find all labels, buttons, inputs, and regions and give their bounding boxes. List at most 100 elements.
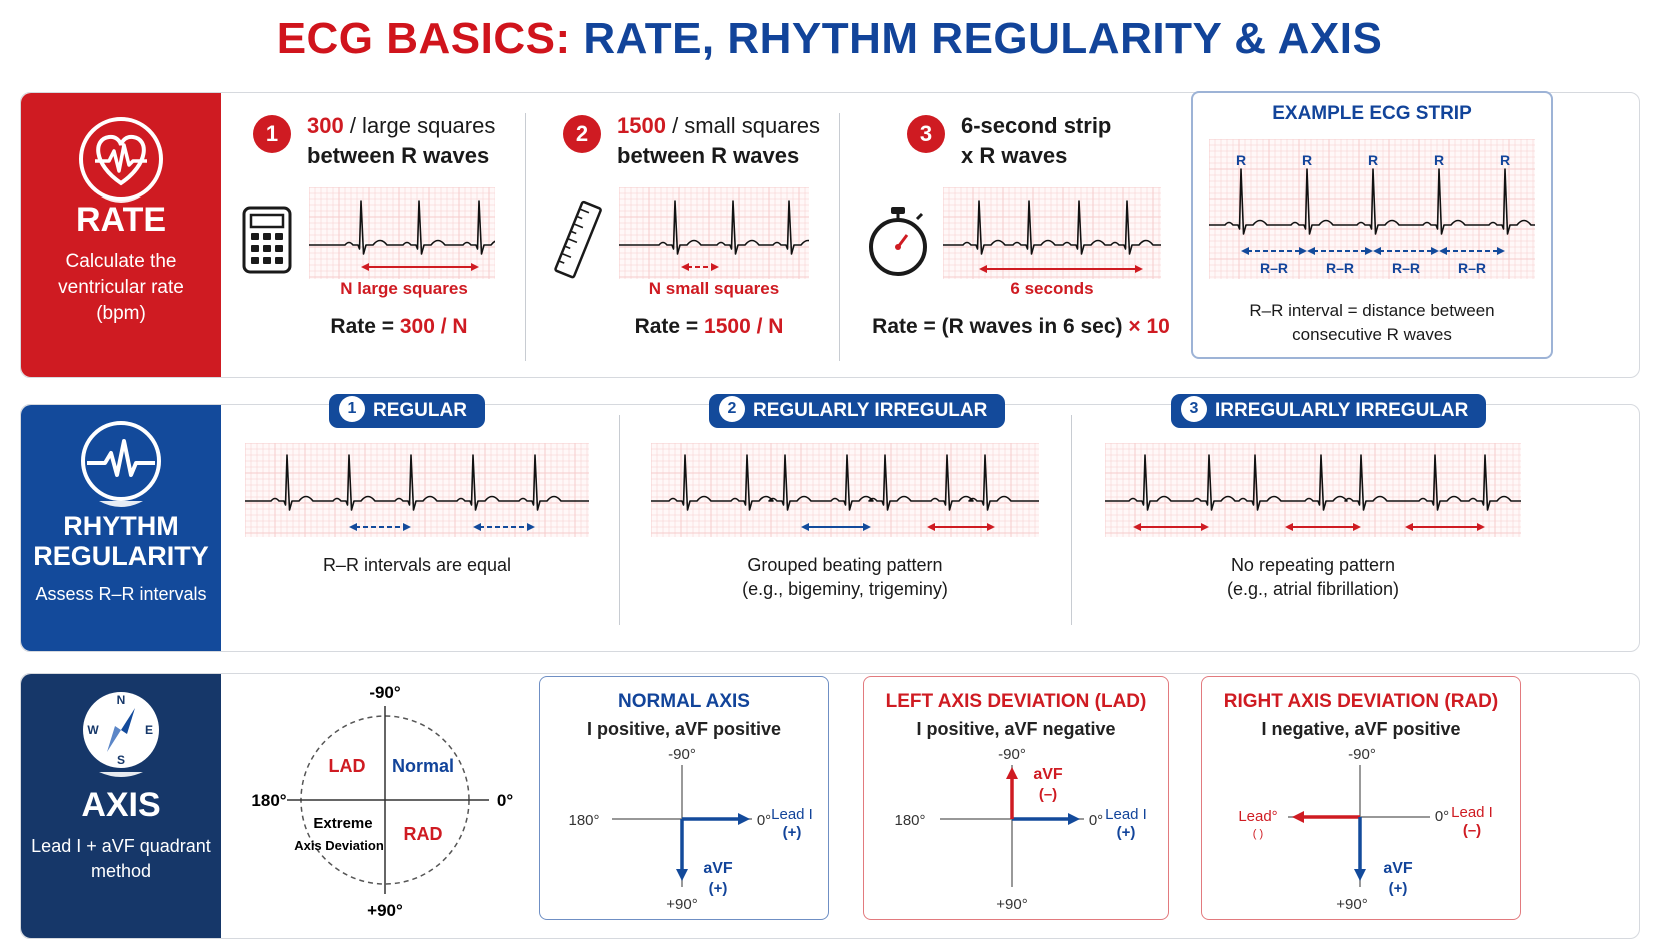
lad-card: LEFT AXIS DEVIATION (LAD) I positive, aV… — [863, 676, 1169, 920]
svg-text:+90°: +90° — [666, 896, 697, 913]
compass-icon: N W E S — [83, 692, 159, 777]
normal-axis-sub: I positive, aVF positive — [586, 719, 782, 739]
rate-divider-1 — [525, 113, 526, 361]
lad-sub: I positive, aVF negative — [916, 719, 1116, 739]
rhythm-sidebar: RHYTHM REGULARITY Assess R–R intervals — [21, 405, 221, 651]
r-wave-label-3: R — [1368, 152, 1378, 168]
svg-text:0°: 0° — [757, 812, 771, 829]
quadrant-top-label: -90° — [369, 683, 401, 702]
method-3-formula: Rate = (R waves in 6 sec) × 10 — [872, 315, 1170, 338]
svg-text:180°: 180° — [568, 812, 599, 829]
rate-title: RATE — [75, 201, 167, 239]
rad-sub: I negative, aVF positive — [1261, 719, 1461, 739]
svg-text:(–): (–) — [1039, 786, 1057, 803]
svg-text:( ): ( ) — [1253, 828, 1263, 840]
rate-sidebar: RATE Calculate the ventricular rate (bpm… — [21, 93, 221, 377]
compass-w: W — [87, 723, 99, 737]
rhythm-title-2: REGULARITY — [33, 541, 209, 571]
method-1-formula: Rate = 300 / N — [330, 315, 468, 338]
svg-text:+90°: +90° — [1336, 896, 1367, 913]
rad-title: RIGHT AXIS DEVIATION (RAD) — [1223, 691, 1499, 712]
svg-text:Lead°: Lead° — [1238, 808, 1277, 825]
rate-section: RATE Calculate the ventricular rate (bpm… — [20, 91, 1640, 378]
irregularly-irregular-caption-2: (e.g., atrial fibrillation) — [1226, 579, 1400, 599]
r-wave-label-5: R — [1500, 152, 1510, 168]
rr-label-3: R–R — [1392, 260, 1420, 276]
svg-text:0°: 0° — [1089, 812, 1103, 829]
normal-axis-title: NORMAL AXIS — [618, 691, 750, 712]
ecg-strip-regularly-irregular — [651, 443, 1039, 537]
example-caption-1: R–R interval = distance between — [1249, 301, 1495, 320]
svg-text:aVF: aVF — [1033, 766, 1063, 783]
svg-text:-90°: -90° — [1348, 746, 1376, 763]
rhythm-type-irregularly-irregular: 3 IRREGULARLY IRREGULAR — [1171, 394, 1487, 428]
r-wave-label-2: R — [1302, 152, 1312, 168]
ruler-icon — [554, 200, 602, 279]
svg-text:Lead I: Lead I — [771, 806, 813, 823]
quadrant-rad: RAD — [404, 824, 443, 844]
svg-text:Lead I: Lead I — [1105, 806, 1147, 823]
svg-text:+90°: +90° — [996, 896, 1027, 913]
compass-s: S — [117, 753, 125, 767]
svg-text:(+): (+) — [709, 880, 728, 897]
svg-text:(+): (+) — [1389, 880, 1408, 897]
method-number-1: 1 — [253, 115, 291, 153]
svg-text:(–): (–) — [1463, 822, 1481, 839]
rhythm-section: RHYTHM REGULARITY Assess R–R intervals 1… — [20, 394, 1640, 652]
irregularly-irregular-caption-1: No repeating pattern — [1230, 555, 1396, 575]
rate-description: Calculate the ventricular rate (bpm) — [58, 251, 184, 324]
ecg-strip-method-3 — [943, 187, 1161, 279]
compass-n: N — [117, 693, 126, 707]
example-strip-card: EXAMPLE ECG STRIP R R R R R R–R R–R R–R R–R R–R … — [1191, 91, 1553, 359]
normal-axis-card: NORMAL AXIS I positive, aVF positive -90… — [539, 676, 829, 920]
rhythm-description: Assess R–R intervals — [35, 584, 207, 604]
heartbeat-icon — [81, 421, 161, 507]
method-2-formula: Rate = 1500 / N — [634, 315, 784, 338]
method-3-text: 6-second strip — [961, 113, 1112, 138]
rr-label-4: R–R — [1458, 260, 1486, 276]
rhythm-type-regular: 1 REGULAR — [329, 394, 485, 428]
ecg-strip-irregularly-irregular — [1105, 443, 1521, 537]
rhythm-type-regularly-irregular: 2 REGULARLY IRREGULAR — [709, 394, 1006, 428]
axis-description: Lead I + aVF quadrant method — [31, 836, 211, 881]
title-part-2: RATE, RHYTHM REGULARITY & AXIS — [583, 14, 1383, 63]
calculator-icon — [242, 206, 292, 274]
compass-e: E — [145, 723, 153, 737]
method-3-label: 6 seconds — [1010, 279, 1094, 298]
svg-text:aVF: aVF — [1383, 860, 1413, 877]
regularly-irregular-caption-1: Grouped beating pattern — [747, 555, 943, 575]
example-caption-2: consecutive R waves — [1292, 325, 1452, 344]
lad-diagram: -90° +90° 180° 0° Lead I (+) aVF (–) — [894, 746, 1147, 913]
axis-section: N W E S AXIS Lead I + aVF quadrant metho… — [20, 673, 1640, 939]
quadrant-extreme-2: Axis Deviation — [294, 838, 384, 853]
rad-card: RIGHT AXIS DEVIATION (RAD) I negative, a… — [1201, 676, 1521, 920]
quadrant-extreme-1: Extreme — [313, 815, 372, 832]
normal-axis-diagram: -90° +90° 180° 0° Lead I (+) aVF (+) — [568, 746, 813, 913]
axis-quadrant-diagram: -90° +90° 180° 0° LAD Normal Extreme Axi… — [251, 683, 513, 920]
method-number-2: 2 — [563, 115, 601, 153]
svg-text:(+): (+) — [783, 824, 802, 841]
rr-label-2: R–R — [1326, 260, 1354, 276]
svg-text:aVF: aVF — [703, 860, 733, 877]
svg-text:0°: 0° — [1435, 808, 1449, 825]
svg-text:Lead I: Lead I — [1451, 804, 1493, 821]
method-number-3: 3 — [907, 115, 945, 153]
rhythm-divider-2 — [1071, 415, 1072, 625]
ecg-strip-regular — [245, 443, 589, 537]
regular-caption: R–R intervals are equal — [322, 555, 512, 575]
rate-divider-2 — [839, 113, 840, 361]
method-1-text: / large squares — [343, 113, 496, 138]
axis-title: AXIS — [81, 786, 161, 824]
axis-sidebar: N W E S AXIS Lead I + aVF quadrant metho… — [21, 674, 221, 938]
rr-label-1: R–R — [1260, 260, 1288, 276]
ecg-strip-method-1 — [309, 187, 495, 279]
method-1-value: 300 — [307, 113, 344, 138]
quadrant-normal: Normal — [392, 756, 454, 776]
example-strip-title: EXAMPLE ECG STRIP — [1272, 103, 1472, 124]
method-2-line2: between R waves — [617, 143, 800, 168]
heart-ecg-icon — [79, 117, 163, 203]
example-ecg-strip: R R R R R R–R R–R R–R R–R — [1209, 139, 1535, 279]
method-3-line2: x R waves — [961, 143, 1068, 168]
rad-diagram: -90° +90° Lead° ( ) 0° Lead I (–) aVF (+… — [1238, 746, 1493, 913]
svg-text:-90°: -90° — [668, 746, 696, 763]
